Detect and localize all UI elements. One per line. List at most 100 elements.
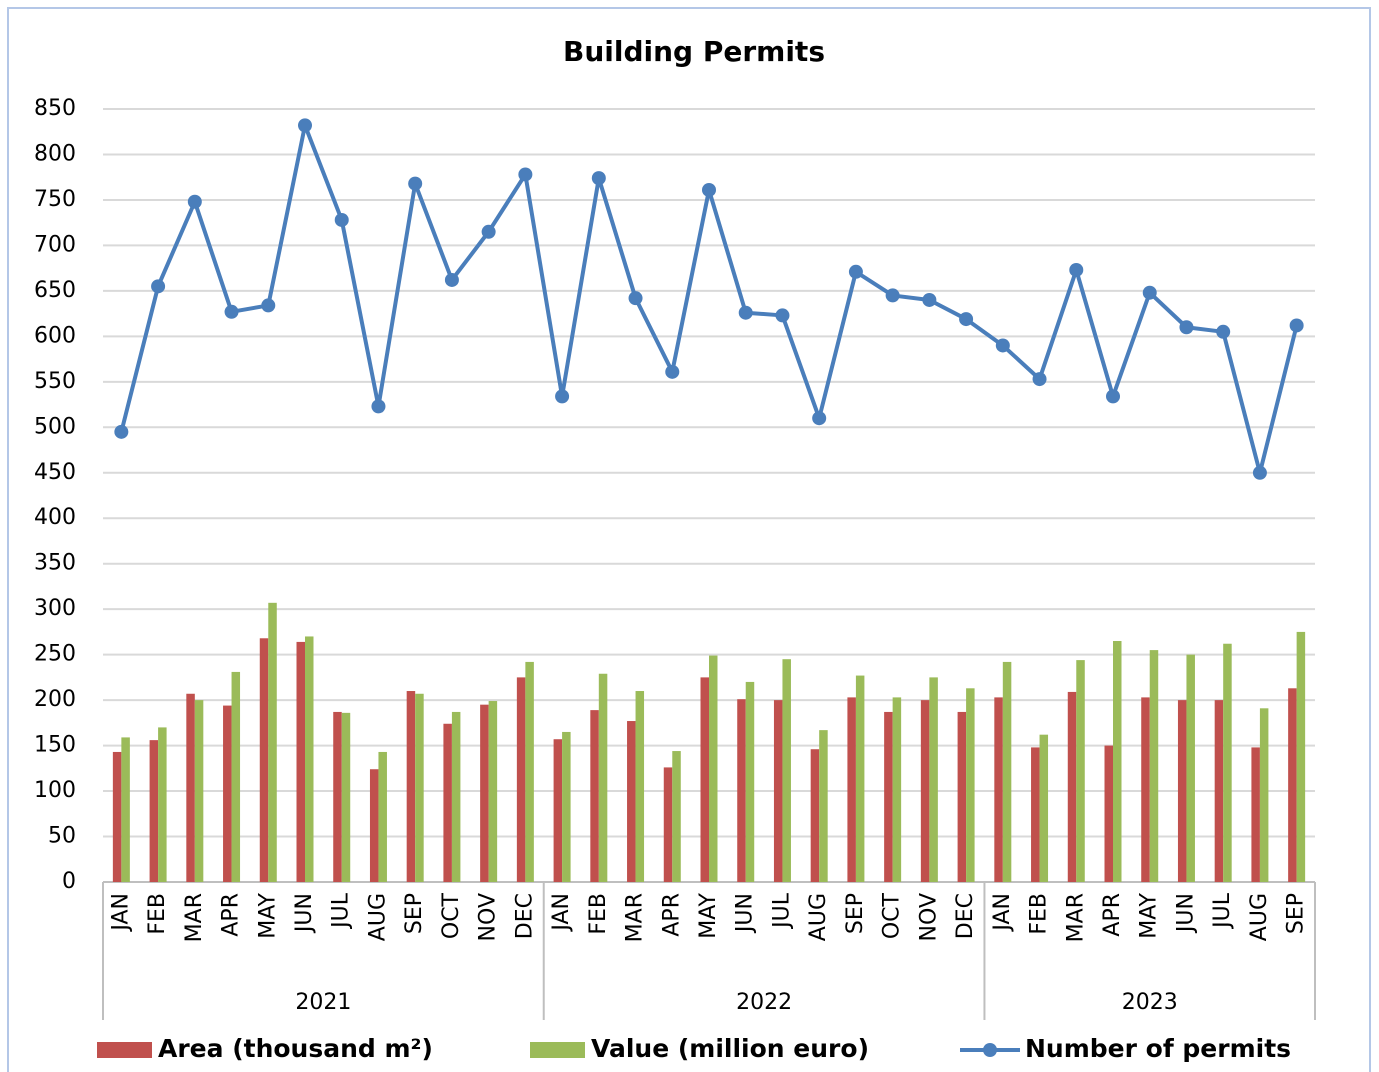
- line-marker: [1179, 320, 1194, 335]
- x-tick-label: APR: [659, 893, 684, 937]
- bar: [1002, 661, 1012, 882]
- legend-swatch: [983, 1043, 997, 1057]
- y-tick-label: 700: [34, 232, 76, 257]
- x-tick-label: JUN: [733, 893, 758, 934]
- bar: [259, 638, 269, 882]
- bar: [194, 700, 204, 882]
- bar: [369, 769, 379, 882]
- bar: [1296, 631, 1306, 882]
- y-tick-label: 650: [34, 278, 76, 303]
- bar: [1251, 747, 1260, 882]
- x-tick-label: MAR: [623, 893, 648, 942]
- bar: [957, 711, 967, 882]
- bar: [1177, 700, 1187, 882]
- bar: [855, 675, 865, 882]
- bar: [516, 677, 526, 882]
- group-label: 2023: [1122, 990, 1178, 1015]
- x-tick-label: MAR: [1063, 893, 1088, 942]
- x-tick-label: NOV: [476, 893, 501, 941]
- bar: [745, 681, 755, 882]
- line-marker: [1216, 324, 1231, 339]
- line-marker: [1106, 389, 1120, 404]
- x-tick-label: APR: [1100, 893, 1125, 937]
- bar: [884, 711, 893, 882]
- bar: [333, 711, 342, 882]
- x-tick-label: APR: [219, 893, 244, 937]
- bar: [121, 737, 130, 882]
- bar: [1186, 654, 1195, 882]
- line-marker: [775, 308, 790, 323]
- bar: [223, 705, 232, 882]
- bar: [700, 677, 709, 882]
- line-marker: [151, 279, 166, 294]
- x-tick-label: OCT: [439, 892, 464, 939]
- bar: [553, 739, 563, 882]
- x-tick-label: AUG: [1247, 893, 1272, 941]
- x-tick-label: SEP: [402, 893, 427, 934]
- x-tick-label: SEP: [1284, 893, 1309, 934]
- line-marker: [702, 182, 716, 197]
- x-tick-label: DEC: [953, 893, 978, 939]
- bar: [480, 704, 489, 882]
- y-tick-label: 750: [34, 187, 76, 212]
- bar: [415, 693, 424, 882]
- legend-swatch: [97, 1042, 152, 1058]
- line-marker: [1069, 262, 1084, 277]
- x-tick-label: JUL: [769, 892, 794, 930]
- bar: [773, 700, 783, 882]
- bar: [598, 673, 608, 882]
- bar: [1214, 700, 1224, 882]
- bar: [810, 749, 820, 882]
- line-marker: [224, 304, 239, 319]
- bar: [590, 710, 599, 882]
- bar: [627, 721, 636, 882]
- y-tick-label: 800: [34, 141, 76, 166]
- bar: [488, 701, 498, 882]
- y-tick-label: 100: [34, 778, 76, 803]
- y-tick-label: 250: [34, 642, 76, 667]
- x-tick-label: MAY: [696, 892, 721, 938]
- y-tick-label: 50: [48, 824, 76, 849]
- bar: [737, 699, 746, 882]
- y-tick-label: 600: [34, 323, 76, 348]
- bar: [966, 688, 975, 882]
- x-tick-label: OCT: [880, 892, 905, 939]
- bar: [112, 751, 122, 882]
- bar: [525, 661, 534, 882]
- line-marker: [518, 167, 533, 182]
- x-tick-label: FEB: [145, 893, 170, 935]
- bar: [296, 641, 305, 882]
- bar: [305, 636, 314, 882]
- x-tick-label: JAN: [549, 893, 574, 933]
- bar: [186, 693, 195, 882]
- chart-title: Building Permits: [563, 35, 825, 68]
- bar: [1113, 641, 1122, 882]
- bar: [149, 740, 159, 882]
- line-marker: [261, 298, 276, 313]
- x-tick-label: FEB: [586, 893, 611, 935]
- x-tick-label: MAY: [1137, 892, 1162, 938]
- bar: [1141, 697, 1150, 882]
- line-marker: [1252, 465, 1267, 480]
- line-marker: [738, 305, 753, 320]
- line-marker: [1289, 318, 1304, 333]
- legend-label: Value (million euro): [591, 1034, 869, 1063]
- line-marker: [298, 118, 312, 133]
- bar: [847, 697, 856, 882]
- legend-label: Area (thousand m²): [158, 1034, 433, 1063]
- bar: [920, 700, 930, 882]
- y-tick-label: 150: [34, 733, 76, 758]
- y-tick-label: 500: [34, 414, 76, 439]
- bar: [892, 697, 902, 882]
- y-tick-label: 850: [34, 96, 76, 121]
- bar: [709, 655, 718, 882]
- line-marker: [959, 312, 974, 327]
- line-marker: [187, 194, 202, 209]
- y-tick-label: 400: [34, 505, 76, 530]
- bar: [451, 711, 461, 882]
- y-tick-label: 350: [34, 551, 76, 576]
- bar: [341, 712, 351, 882]
- x-tick-label: AUG: [365, 893, 390, 941]
- line-marker: [922, 292, 937, 307]
